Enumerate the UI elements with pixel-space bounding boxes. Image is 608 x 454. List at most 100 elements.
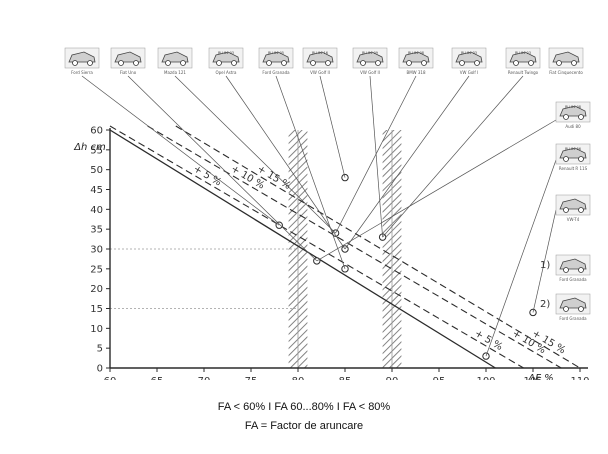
leader-line xyxy=(316,119,557,262)
wheel-icon xyxy=(216,60,222,66)
vehicle-label: VW Golf I xyxy=(460,70,478,75)
x-tick-label: 85 xyxy=(339,376,352,380)
wheel-icon xyxy=(310,60,316,66)
wheel-icon xyxy=(360,60,366,66)
wheel-icon xyxy=(72,60,78,66)
y-tick-label: 60 xyxy=(90,126,103,137)
vehicle-label: Mazda 121 xyxy=(164,70,186,75)
vehicle-top: Fiat Uno xyxy=(110,47,146,75)
wheel-icon xyxy=(375,60,381,66)
vehicle-top: BU 84 05 Ford Granada xyxy=(258,47,294,75)
vehicle-plate: BU 84 05 xyxy=(268,51,284,55)
wheel-icon xyxy=(578,114,584,120)
vehicle-label: VW Golf II xyxy=(310,70,330,75)
vehicle-marker: 2) xyxy=(540,299,550,310)
y-tick-label: 0 xyxy=(97,364,103,375)
wheel-icon xyxy=(281,60,287,66)
leader-line xyxy=(127,75,318,262)
wheel-icon xyxy=(571,60,577,66)
vehicle-top: BU 84 16 VW Golf II xyxy=(302,47,338,75)
wheel-icon xyxy=(556,60,562,66)
wheel-icon xyxy=(118,60,124,66)
y-tick-label: 35 xyxy=(90,225,103,236)
vehicle-right: BU 84 56 Renault R 11S xyxy=(555,143,591,171)
series-line-base xyxy=(109,129,496,369)
vehicle-label: BMW 318 xyxy=(406,70,426,75)
y-tick-label: 45 xyxy=(90,185,103,196)
series-line-15-percent xyxy=(175,125,581,369)
leader-line xyxy=(369,75,383,238)
wheel-icon xyxy=(231,60,237,66)
vehicle-top: BU 84 08 BMW 318 xyxy=(398,47,434,75)
x-tick-label: 90 xyxy=(386,376,399,380)
vehicle-label: VW Golf II xyxy=(360,70,380,75)
leader-line xyxy=(382,75,524,238)
leader-line xyxy=(335,75,417,234)
y-tick-label: 40 xyxy=(90,205,103,216)
vehicle-top: BU 84 09 VW Golf II xyxy=(352,47,388,75)
wheel-icon xyxy=(563,114,569,120)
x-axis-label: ΔF % xyxy=(527,373,553,380)
y-axis-label: Δh cm xyxy=(73,142,106,153)
leader-line xyxy=(319,75,346,178)
vehicle-label: Audi 80 xyxy=(565,124,581,129)
wheel-icon xyxy=(180,60,186,66)
wheel-icon xyxy=(578,267,584,273)
vehicle-plate: BU 84 03 xyxy=(218,51,234,55)
x-tick-label: 100 xyxy=(476,376,495,380)
leader-line xyxy=(344,75,470,250)
vehicle-marker: 1) xyxy=(540,260,550,271)
y-tick-label: 50 xyxy=(90,165,103,176)
wheel-icon xyxy=(459,60,465,66)
series-line-10-percent xyxy=(147,125,562,369)
x-tick-label: 75 xyxy=(245,376,258,380)
x-tick-label: 110 xyxy=(570,376,589,380)
vehicle-top: BU 84 33 VW Golf I xyxy=(451,47,487,75)
y-tick-label: 10 xyxy=(90,324,103,335)
vehicle-top: Mazda 121 xyxy=(157,47,193,75)
vehicle-label: Fiat Cinquecento xyxy=(549,70,583,75)
vehicle-label: Ford Granada xyxy=(559,277,587,282)
wheel-icon xyxy=(165,60,171,66)
wheel-icon xyxy=(474,60,480,66)
leader-line xyxy=(225,75,346,250)
vehicle-label: Fiat Uno xyxy=(120,70,137,75)
leader-line xyxy=(275,75,346,269)
vehicle-plate: BU 84 08 xyxy=(565,105,581,109)
wheel-icon xyxy=(421,60,427,66)
vehicle-label: Ford Granada xyxy=(262,70,290,75)
series-line-5-percent xyxy=(109,125,524,369)
leader-line xyxy=(81,75,280,226)
y-tick-label: 30 xyxy=(90,245,103,256)
vehicle-plate: BU 84 33 xyxy=(461,51,477,55)
wheel-icon xyxy=(266,60,272,66)
vehicle-label: Ford Granada xyxy=(559,316,587,321)
wheel-icon xyxy=(563,267,569,273)
y-tick-label: 55 xyxy=(90,145,103,156)
vehicle-right: Ford Granada xyxy=(555,293,591,321)
wheel-icon xyxy=(513,60,519,66)
vehicle-plate: BU 84 16 xyxy=(312,51,328,55)
x-tick-label: 65 xyxy=(151,376,164,380)
vehicle-top: BU 84 23 Renault Twingo xyxy=(505,47,541,75)
y-tick-label: 25 xyxy=(90,264,103,275)
y-tick-label: 5 xyxy=(97,344,103,355)
vehicle-label: Renault R 11S xyxy=(559,166,588,171)
wheel-icon xyxy=(578,156,584,162)
x-tick-label: 70 xyxy=(198,376,211,380)
vehicle-label: VW-T4 xyxy=(567,217,580,222)
wheel-icon xyxy=(563,306,569,312)
leader-line xyxy=(532,209,557,313)
vehicle-right: BU 84 08 Audi 80 xyxy=(555,101,591,129)
vehicle-plate: BU 84 08 xyxy=(408,51,424,55)
wheel-icon xyxy=(406,60,412,66)
wheel-icon xyxy=(563,156,569,162)
vehicle-top: Fiat Cinquecento xyxy=(548,47,583,75)
vehicle-label: Renault Twingo xyxy=(508,70,539,75)
vehicle-label: Ford Sierra xyxy=(71,70,93,75)
vehicle-top: BU 84 03 Opel Astra xyxy=(208,47,244,75)
wheel-icon xyxy=(578,207,584,213)
vehicle-plate: BU 84 56 xyxy=(565,147,581,151)
wheel-icon xyxy=(325,60,331,66)
chart-svg: 6065707580859095100105110051015202530354… xyxy=(64,47,591,387)
